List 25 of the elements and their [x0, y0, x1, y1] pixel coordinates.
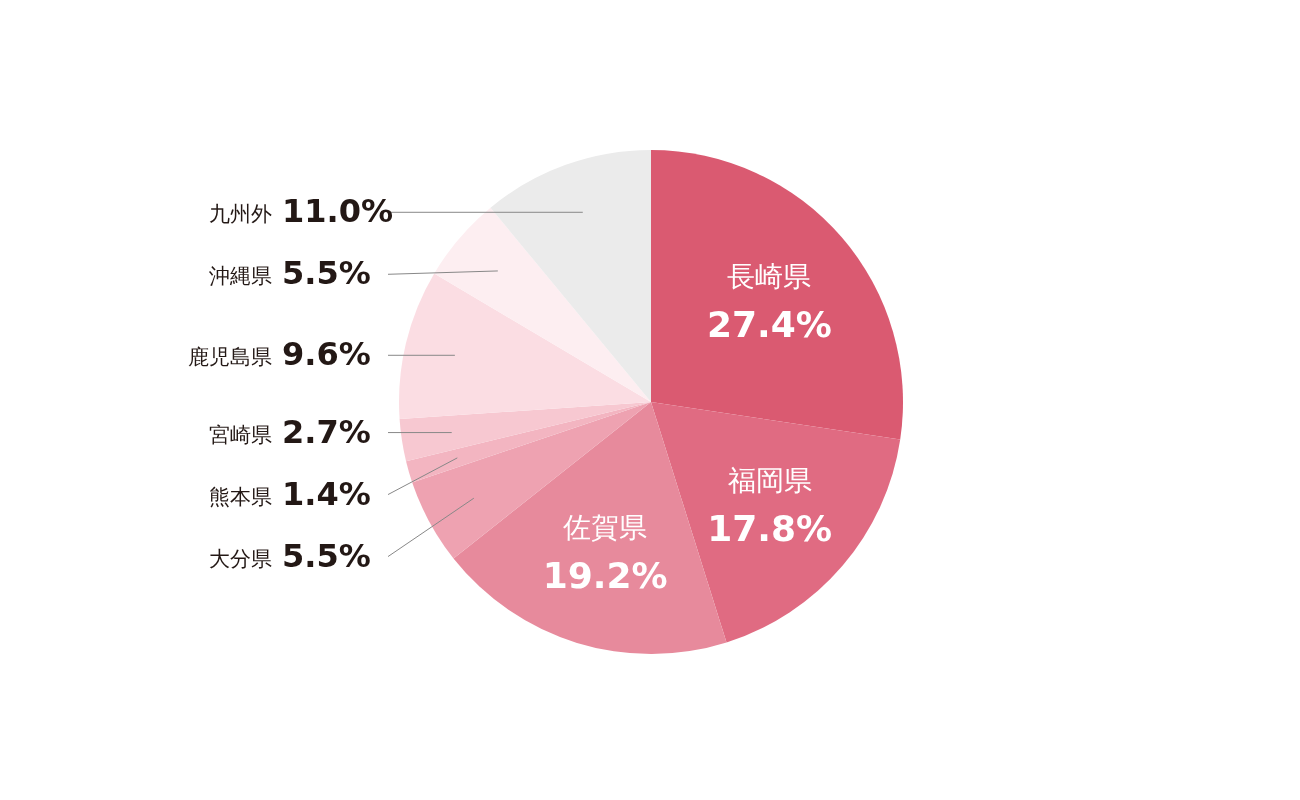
data-label: 1.4%: [282, 474, 371, 513]
data-label: 5.5%: [282, 536, 371, 575]
data-label: 5.5%: [282, 254, 371, 293]
data-label: 9.6%: [282, 335, 371, 374]
slice-label: 熊本県: [209, 484, 272, 509]
data-label: 19.2%: [542, 555, 668, 597]
pie-slice: [399, 273, 651, 419]
pie-slice: [651, 150, 903, 440]
pie-slice: [399, 402, 651, 462]
data-label: 27.4%: [706, 304, 832, 346]
pie-slice: [490, 150, 651, 402]
pie-slice: [412, 402, 651, 559]
slice-label: 佐賀県: [563, 511, 648, 545]
slice-label: 福岡県: [727, 463, 812, 497]
data-label: 2.7%: [282, 412, 371, 451]
slice-label: 大分県: [209, 546, 272, 571]
data-label: 17.8%: [707, 507, 833, 549]
slice-label: 九州外: [209, 202, 272, 227]
slice-label: 長崎県: [727, 260, 812, 294]
data-label: 11.0%: [282, 192, 394, 231]
slice-label: 鹿児島県: [188, 345, 272, 370]
pie-slice: [406, 402, 651, 483]
slice-label: 宮崎県: [209, 422, 272, 447]
slice-label: 沖縄県: [209, 264, 272, 289]
pie-slice: [434, 207, 651, 402]
